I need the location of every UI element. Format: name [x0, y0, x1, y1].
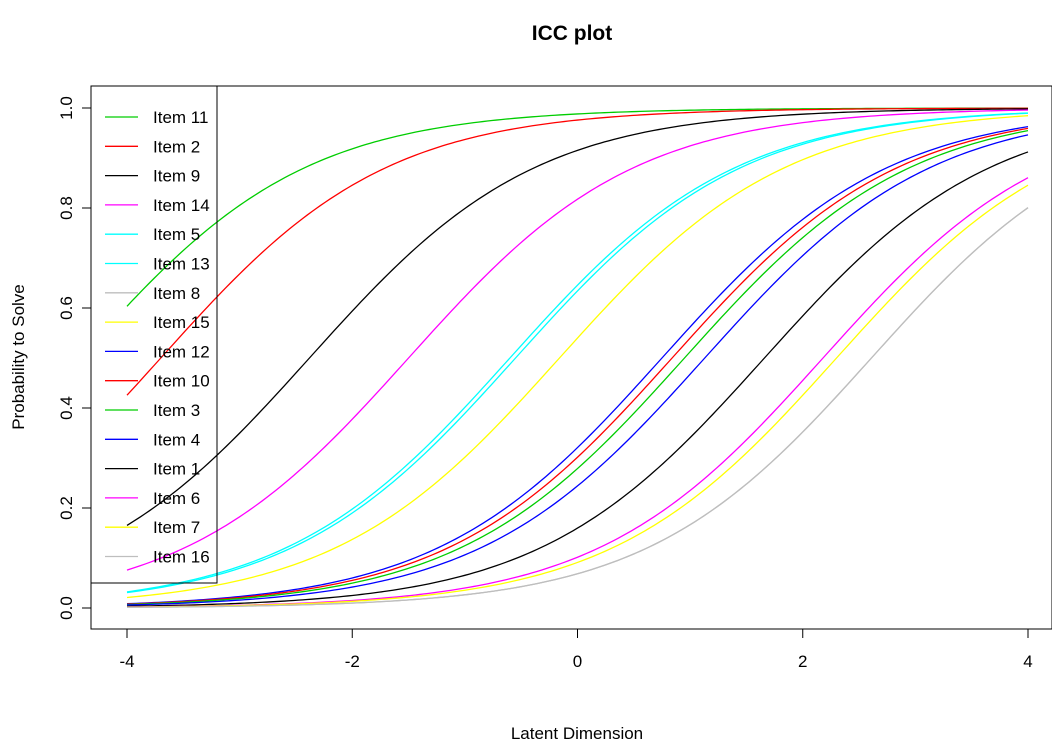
- curve-item-5: [126, 112, 1029, 593]
- y-tick-label: 0.6: [57, 296, 76, 320]
- x-axis-label: Latent Dimension: [511, 724, 643, 743]
- legend-label: Item 15: [153, 313, 210, 332]
- legend-label: Item 8: [153, 284, 200, 303]
- curve-item-8: [126, 207, 1029, 608]
- x-tick-label: -2: [345, 652, 360, 671]
- legend-label: Item 13: [153, 255, 210, 274]
- y-tick-label: 0.0: [57, 596, 76, 620]
- plot-frame: [90, 85, 1052, 630]
- curve-item-1: [126, 151, 1029, 607]
- curve-item-2: [126, 107, 1029, 396]
- curve-item-3: [126, 129, 1029, 606]
- legend-label: Item 7: [153, 518, 200, 537]
- x-axis: -4 -2 0 2 4: [119, 628, 1033, 671]
- curve-item-7: [126, 184, 1029, 608]
- legend-label: Item 11: [153, 108, 208, 127]
- legend-label: Item 6: [153, 489, 200, 508]
- curve-item-13: [126, 112, 1029, 594]
- curve-item-10: [126, 127, 1029, 605]
- curve-item-16: [126, 207, 1029, 608]
- y-tick-label: 0.8: [57, 196, 76, 220]
- x-tick-label: 0: [573, 652, 582, 671]
- legend-label: Item 16: [153, 548, 210, 567]
- legend-label: Item 12: [153, 342, 210, 361]
- y-axis: 0.0 0.2 0.4 0.6 0.8 1.0: [57, 96, 92, 620]
- y-tick-label: 1.0: [57, 96, 76, 120]
- curve-item-9: [126, 108, 1029, 526]
- curves-layer: [126, 107, 1029, 608]
- y-tick-label: 0.4: [57, 396, 76, 420]
- legend-label: Item 2: [153, 137, 200, 156]
- x-tick-label: 2: [798, 652, 807, 671]
- legend-label: Item 1: [153, 460, 200, 479]
- legend-label: Item 14: [153, 196, 210, 215]
- x-tick-label: 4: [1023, 652, 1032, 671]
- curve-item-14: [126, 109, 1029, 571]
- legend-label: Item 4: [153, 430, 200, 449]
- legend-label: Item 9: [153, 167, 200, 186]
- legend-label: Item 3: [153, 401, 200, 420]
- chart-title: ICC plot: [532, 22, 612, 45]
- legend-label: Item 5: [153, 225, 200, 244]
- y-axis-label: Probability to Solve: [9, 284, 28, 430]
- curve-item-11: [126, 107, 1028, 307]
- curve-item-6: [126, 177, 1029, 608]
- curve-item-4: [126, 134, 1029, 606]
- legend: Item 11 Item 2 Item 9 Item 14 Item 5 Item 13 I…: [90, 85, 218, 584]
- curve-item-15: [126, 115, 1029, 599]
- curve-item-12: [126, 126, 1029, 605]
- legend-box: [90, 85, 218, 584]
- x-tick-label: -4: [119, 652, 134, 671]
- legend-label: Item 10: [153, 372, 210, 391]
- y-tick-label: 0.2: [57, 496, 76, 520]
